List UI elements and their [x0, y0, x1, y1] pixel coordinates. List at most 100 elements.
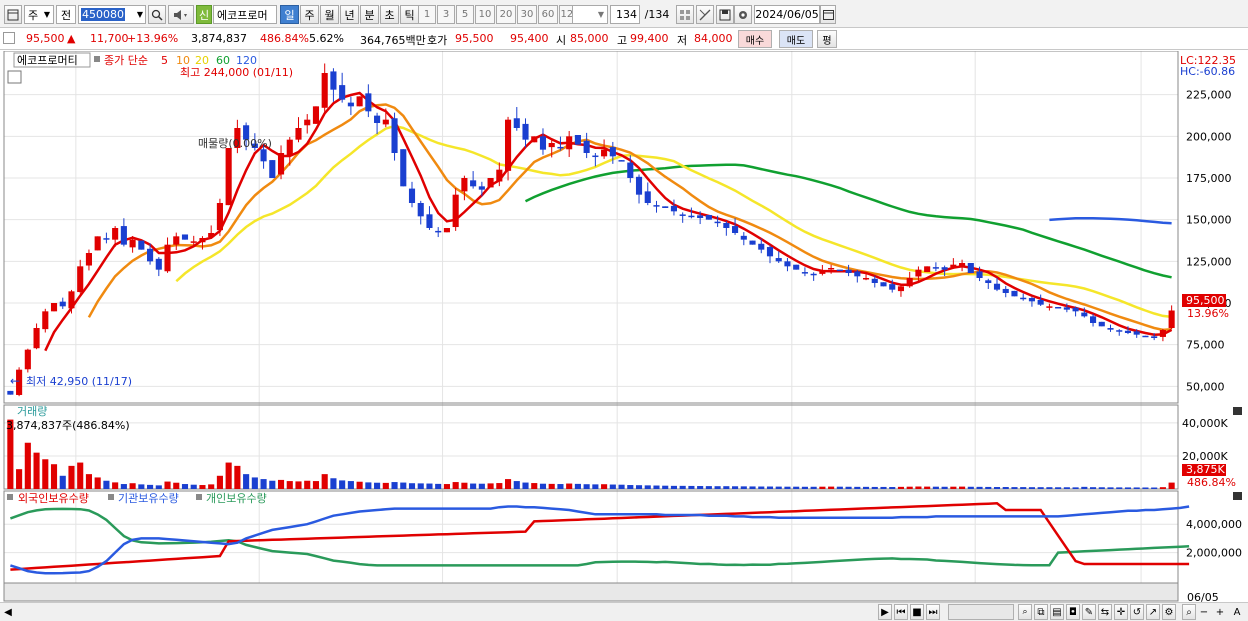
draw-icon[interactable]: ✎ [1082, 604, 1096, 620]
candle-body [662, 206, 669, 208]
copy-icon[interactable]: ⧉ [1034, 604, 1048, 620]
volume-bar [566, 483, 573, 489]
period-tab-6[interactable]: 틱 [400, 5, 419, 24]
candle-body [461, 178, 468, 192]
lock-icon[interactable]: ◘ [1066, 604, 1080, 620]
volume-bar [967, 486, 974, 489]
expand-icon[interactable] [3, 32, 15, 44]
volume-bar [618, 484, 625, 489]
date-input[interactable]: 2024/06/05 [754, 5, 820, 24]
candle-body [513, 118, 520, 128]
interval-button-1[interactable]: 1 [418, 5, 436, 24]
grid-icon[interactable] [676, 5, 694, 24]
interval-button-10[interactable]: 10 [475, 5, 495, 24]
bar-count-input[interactable]: 134 [610, 5, 640, 24]
stock-legend-box [13, 52, 91, 68]
volume-bar [1089, 487, 1097, 489]
line-tool-icon[interactable] [696, 5, 714, 24]
share-icon[interactable]: ↗ [1146, 604, 1160, 620]
print-icon[interactable]: ▤ [1050, 604, 1064, 620]
volume-bar [959, 486, 966, 489]
search-icon[interactable]: ⌕ [1182, 604, 1196, 620]
scroll-left-icon[interactable]: ◀ [4, 606, 12, 618]
sell-button[interactable]: 매도 [779, 30, 813, 48]
stock-code-input[interactable]: 450080 ▼ [78, 5, 146, 24]
holdings-tick-label: 2,000,000 [1186, 547, 1242, 560]
volume-bar [1151, 487, 1158, 489]
save-icon[interactable] [716, 5, 734, 24]
volume-bar [435, 483, 442, 489]
evaluate-button[interactable]: 평 [817, 30, 837, 48]
period-tab-1[interactable]: 주 [300, 5, 319, 24]
table-toggle-icon[interactable] [7, 70, 22, 84]
candle-body [286, 139, 293, 156]
volume-bar [199, 485, 206, 489]
volume-bar [679, 485, 686, 489]
candle-body [59, 301, 66, 307]
volume-bar [374, 482, 381, 489]
interval-button-60[interactable]: 60 [538, 5, 558, 24]
zoom-in-icon[interactable]: + [1215, 606, 1225, 618]
zoom-tool-icon[interactable]: ⌕ [1018, 604, 1032, 620]
ma60-line [524, 163, 1172, 279]
volume-bar [819, 486, 826, 489]
last-pct-label: 13.96% [1187, 307, 1229, 320]
period-tab-4[interactable]: 분 [360, 5, 379, 24]
market-select[interactable]: 주 ▼ [24, 5, 54, 24]
volume-bar [295, 481, 302, 489]
compare-icon[interactable]: ⇆ [1098, 604, 1112, 620]
candle-body [862, 278, 870, 280]
scroll-thumb[interactable] [948, 604, 1014, 620]
history-icon[interactable]: ↺ [1130, 604, 1144, 620]
volume-bar [7, 419, 14, 489]
interval-button-30[interactable]: 30 [517, 5, 537, 24]
rewind-icon[interactable]: ⏮ [894, 604, 908, 620]
calendar-icon[interactable] [820, 5, 836, 24]
volume-bar [985, 486, 992, 489]
candle-body [120, 226, 127, 245]
interval-button-5[interactable]: 5 [456, 5, 474, 24]
holdings-marker [108, 494, 114, 500]
candle-body [7, 390, 14, 395]
forward-icon[interactable]: ⏭ [926, 604, 940, 620]
candle-body [321, 73, 328, 108]
tools-icon[interactable]: ⚙ [1162, 604, 1176, 620]
settings-gear-icon[interactable] [734, 5, 752, 24]
period-tab-2[interactable]: 월 [320, 5, 339, 24]
stock-chart[interactable]: 225,000200,000175,000150,000125,000100,0… [0, 51, 1248, 602]
chart-window-icon[interactable] [4, 5, 22, 24]
high-annotation: 최고 244,000 (01/11) [180, 66, 293, 79]
search-icon[interactable] [148, 5, 166, 24]
period-tab-3[interactable]: 년 [340, 5, 359, 24]
interval-button-20[interactable]: 20 [496, 5, 516, 24]
candle-body [871, 278, 878, 283]
legend-ma5: 5 [161, 54, 168, 67]
low-label: 저 [677, 34, 688, 47]
volume-bar [277, 479, 285, 489]
interval-custom-select[interactable]: ▼ [572, 5, 608, 24]
font-size-icon[interactable]: A [1233, 606, 1241, 618]
period-tab-5[interactable]: 초 [380, 5, 399, 24]
moving-average-lines [44, 91, 1173, 352]
scroll-right-icon[interactable]: ▶ [878, 604, 892, 620]
speaker-icon[interactable] [168, 5, 194, 24]
chevron-down-icon: ▼ [43, 10, 50, 19]
chart-labels: 에코프로머티 종가 단순 5 10 20 60 120 최고 244,000 (… [6, 52, 1242, 602]
interval-button-3[interactable]: 3 [437, 5, 455, 24]
candle-body [976, 271, 983, 278]
price-pane [3, 51, 1179, 404]
stop-icon[interactable]: ■ [910, 604, 924, 620]
candle-body [147, 248, 154, 262]
foreign-holdings-line [10, 505, 1190, 575]
buy-button[interactable]: 매수 [738, 30, 772, 48]
scope-select[interactable]: 전 [56, 5, 76, 24]
volume-bar [103, 480, 110, 489]
volume-bar [33, 452, 40, 489]
close-icon[interactable] [1233, 407, 1242, 415]
crosshair-icon[interactable]: ✛ [1114, 604, 1128, 620]
zoom-out-icon[interactable]: − [1199, 606, 1209, 618]
volume-bar [443, 484, 450, 489]
close-icon[interactable] [1233, 492, 1242, 500]
volume-bar [810, 486, 817, 489]
period-tab-0[interactable]: 일 [280, 5, 299, 24]
